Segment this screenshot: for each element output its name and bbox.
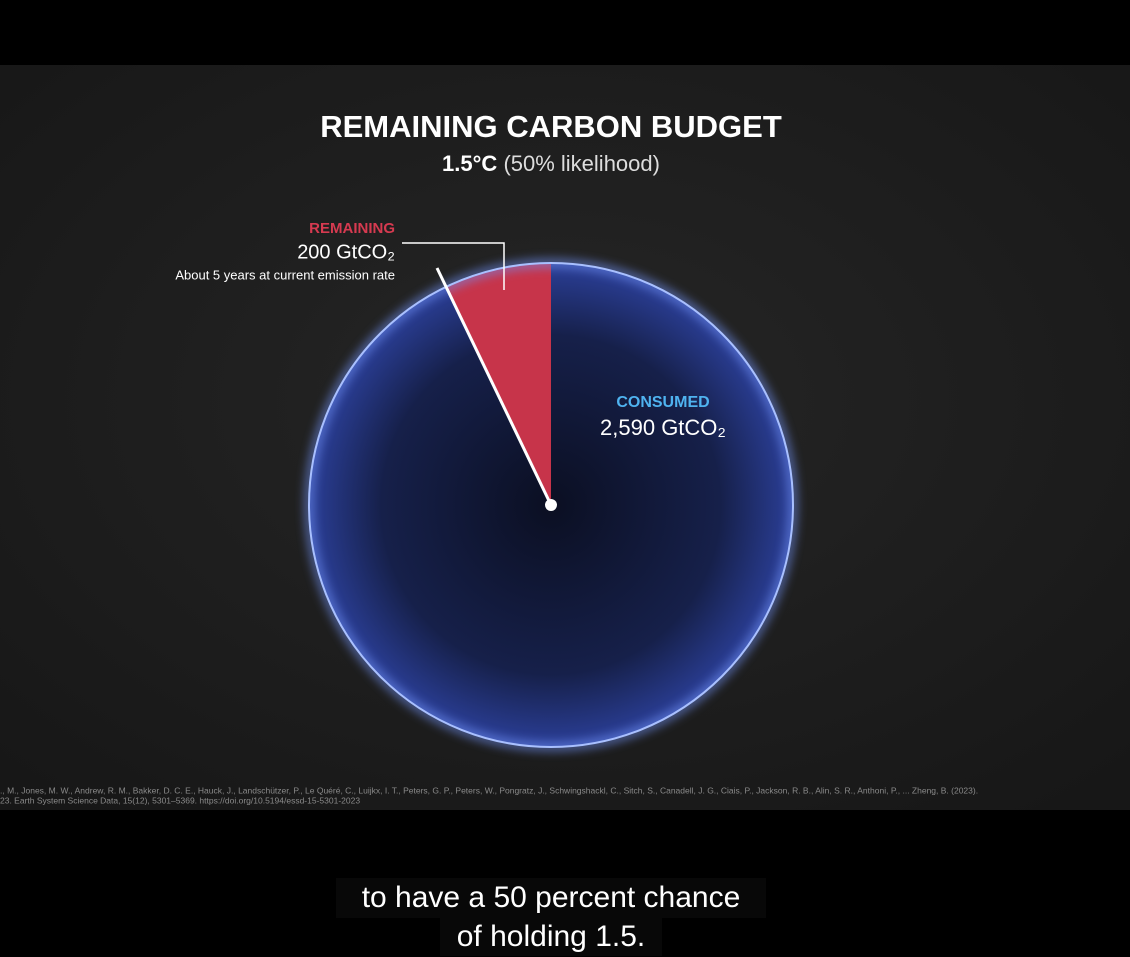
leader-line xyxy=(402,242,505,290)
citation: 23. Earth System Science Data, 15(12), 5… xyxy=(0,795,360,805)
slice-label: REMAINING xyxy=(309,220,395,237)
caption-bg xyxy=(440,918,662,956)
caption: of holding 1.5. xyxy=(457,920,645,953)
slice-label: CONSUMED xyxy=(616,394,709,411)
pointer-line xyxy=(435,267,553,506)
value-label: 2,590 GtCO₂ xyxy=(600,415,726,440)
citation: ., M., Jones, M. W., Andrew, R. M., Bakk… xyxy=(0,785,978,795)
subtitle-bold: 1.5°C xyxy=(442,151,497,176)
chart-title: REMAINING CARBON BUDGET xyxy=(320,109,782,144)
center-dot xyxy=(545,499,557,511)
value-label: 200 GtCO₂ xyxy=(297,241,395,263)
chart-subtitle: 1.5°C (50% likelihood) xyxy=(442,151,660,176)
caption: to have a 50 percent chance xyxy=(362,881,741,914)
annotation: About 5 years at current emission rate xyxy=(175,267,395,282)
pie-slice xyxy=(445,263,551,505)
subtitle-rest: (50% likelihood) xyxy=(503,151,660,176)
pie-rim xyxy=(308,262,794,748)
caption-bg xyxy=(336,878,766,918)
